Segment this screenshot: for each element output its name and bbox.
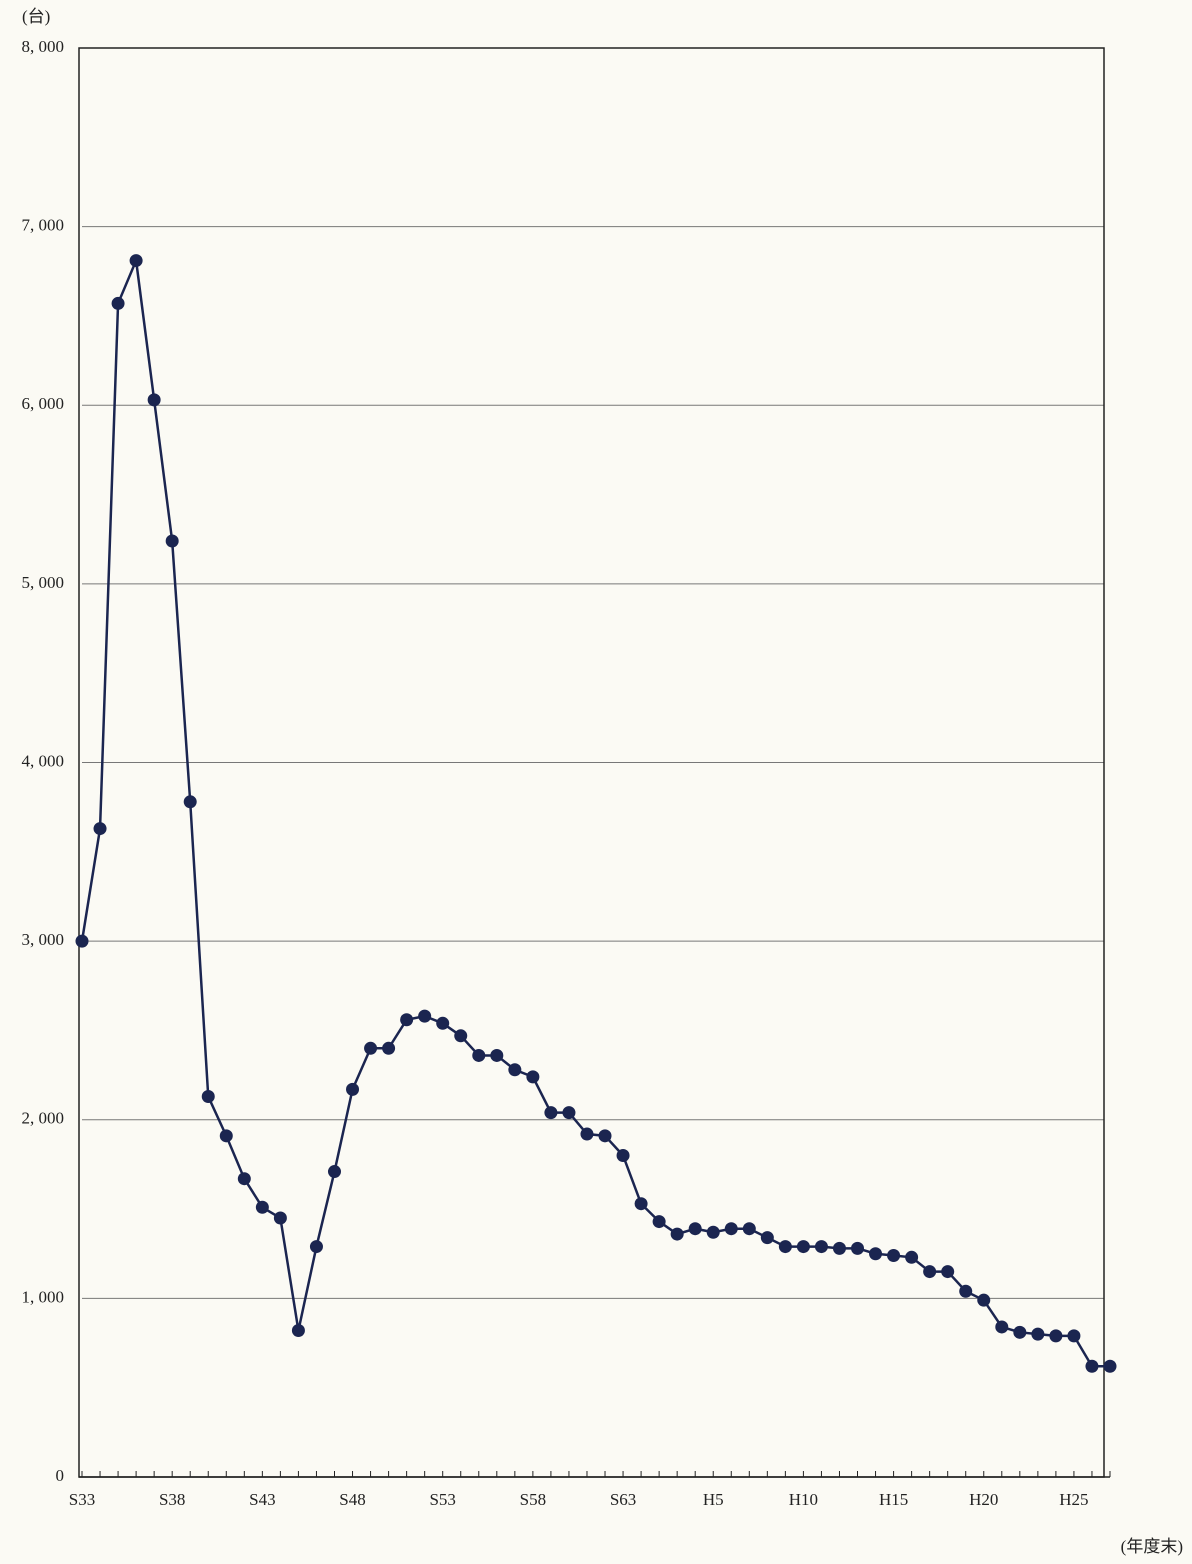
data-point — [598, 1129, 612, 1143]
data-point — [255, 1200, 269, 1214]
data-point — [706, 1225, 720, 1239]
data-point — [1103, 1359, 1117, 1373]
data-point — [147, 393, 161, 407]
data-point — [923, 1265, 937, 1279]
x-tick-label: S58 — [520, 1490, 546, 1509]
data-point — [544, 1106, 558, 1120]
data-point — [490, 1048, 504, 1062]
y-tick-label: 4, 000 — [22, 751, 65, 770]
data-point — [851, 1241, 865, 1255]
data-point — [688, 1222, 702, 1236]
data-point — [129, 254, 143, 268]
data-point — [814, 1240, 828, 1254]
data-point — [580, 1127, 594, 1141]
y-tick-label: 8, 000 — [22, 37, 65, 56]
y-tick-label: 5, 000 — [22, 573, 65, 592]
x-unit-label: (年度末) — [1121, 1537, 1183, 1556]
data-point — [111, 296, 125, 310]
data-point — [1085, 1359, 1099, 1373]
x-tick-label: S38 — [159, 1490, 185, 1509]
data-point — [93, 822, 107, 836]
y-tick-label: 6, 000 — [22, 394, 65, 413]
data-point — [291, 1324, 305, 1338]
data-point — [652, 1215, 666, 1229]
y-tick-label: 2, 000 — [22, 1109, 65, 1128]
data-point — [977, 1293, 991, 1307]
data-point — [1013, 1325, 1027, 1339]
data-point — [436, 1016, 450, 1030]
x-tick-label: S63 — [610, 1490, 636, 1509]
data-point — [670, 1227, 684, 1241]
data-point — [327, 1165, 341, 1179]
data-point — [454, 1029, 468, 1043]
data-point — [724, 1222, 738, 1236]
x-tick-label: H15 — [879, 1490, 908, 1509]
x-tick-label: S48 — [339, 1490, 365, 1509]
data-point — [905, 1250, 919, 1264]
data-point — [832, 1241, 846, 1255]
data-point — [201, 1090, 215, 1104]
data-point — [219, 1129, 233, 1143]
data-point — [1049, 1329, 1063, 1343]
data-point — [760, 1231, 774, 1245]
data-point — [562, 1106, 576, 1120]
x-tick-label: H20 — [969, 1490, 998, 1509]
x-tick-label: H10 — [789, 1490, 818, 1509]
data-point — [995, 1320, 1009, 1334]
x-tick-label: S43 — [249, 1490, 275, 1509]
x-tick-label: S53 — [429, 1490, 455, 1509]
data-point — [472, 1048, 486, 1062]
data-point — [418, 1009, 432, 1023]
y-tick-label: 7, 000 — [22, 216, 65, 235]
data-point — [796, 1240, 810, 1254]
data-point — [634, 1197, 648, 1211]
data-point — [887, 1249, 901, 1263]
x-tick-label: S33 — [69, 1490, 95, 1509]
data-point — [237, 1172, 251, 1186]
data-point — [1067, 1329, 1081, 1343]
y-unit-label: (台) — [22, 7, 50, 26]
data-point — [941, 1265, 955, 1279]
data-point — [778, 1240, 792, 1254]
data-point — [742, 1222, 756, 1236]
data-line — [80, 255, 1110, 1368]
data-point — [400, 1013, 414, 1027]
data-point — [616, 1148, 630, 1162]
y-tick-label: 1, 000 — [22, 1287, 65, 1306]
x-tick-label: H5 — [703, 1490, 724, 1509]
data-point — [364, 1041, 378, 1055]
data-point — [165, 534, 179, 548]
data-point — [309, 1240, 323, 1254]
data-point — [1031, 1327, 1045, 1341]
data-point — [75, 934, 89, 948]
data-point — [526, 1070, 540, 1084]
data-point — [346, 1082, 360, 1096]
data-point — [869, 1247, 883, 1261]
y-tick-label: 3, 000 — [22, 930, 65, 949]
data-point — [508, 1063, 522, 1077]
data-point — [183, 795, 197, 809]
data-point — [273, 1211, 287, 1225]
data-point — [959, 1284, 973, 1298]
y-tick-label: 0 — [56, 1466, 65, 1485]
data-point — [382, 1041, 396, 1055]
x-tick-label: H25 — [1059, 1490, 1088, 1509]
